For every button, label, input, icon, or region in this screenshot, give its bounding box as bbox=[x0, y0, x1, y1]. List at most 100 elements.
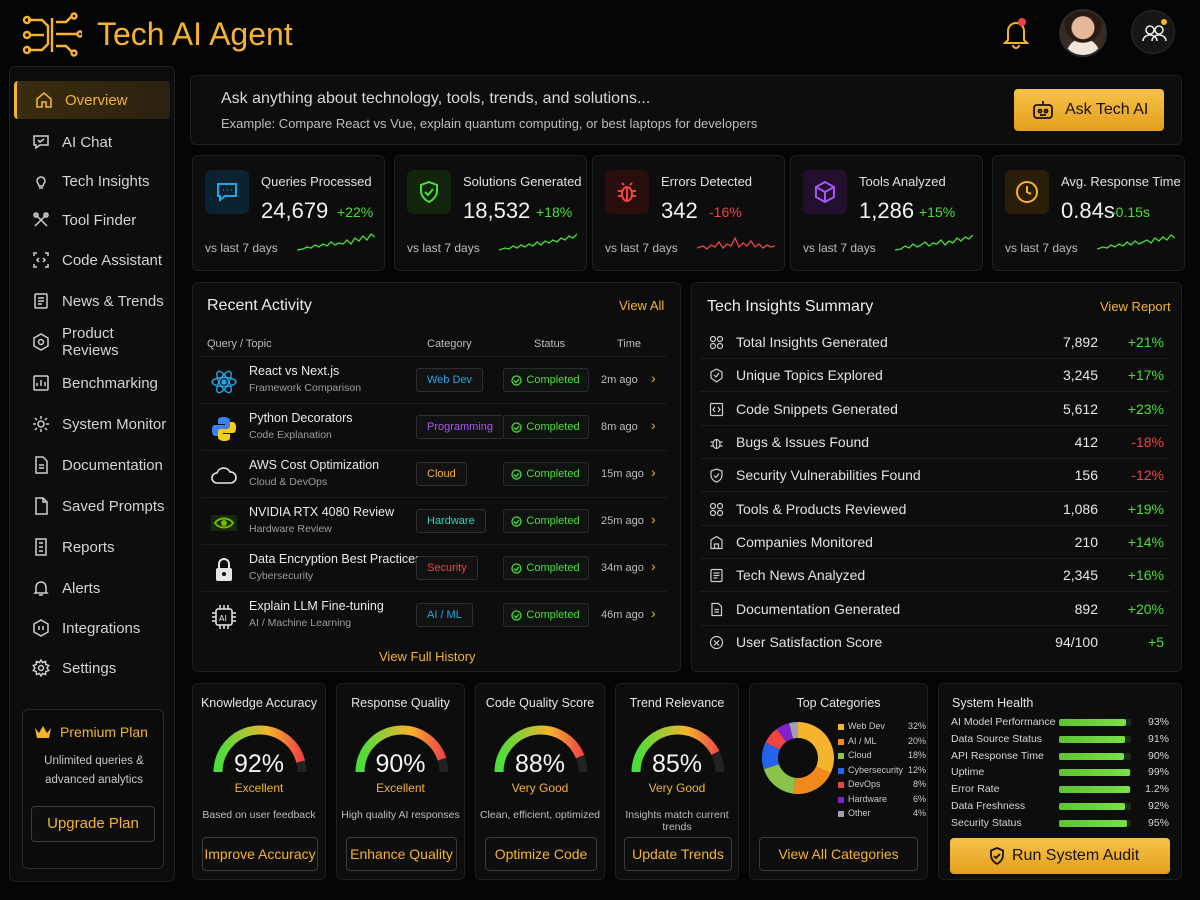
health-bar bbox=[1059, 735, 1131, 743]
sidebar-item-benchmarking[interactable]: Benchmarking bbox=[14, 364, 170, 402]
gauge-title: Knowledge Accuracy bbox=[200, 696, 318, 710]
chevron-right-icon[interactable]: › bbox=[651, 417, 656, 433]
stat-delta: +15% bbox=[919, 204, 956, 220]
sidebar-item-reports[interactable]: Reports bbox=[14, 528, 170, 566]
status-badge: Completed bbox=[503, 415, 589, 439]
category-badge: AI / ML bbox=[416, 603, 473, 627]
sidebar-item-overview[interactable]: Overview bbox=[14, 81, 170, 119]
legend-item: Web Dev 32% bbox=[838, 721, 926, 735]
premium-title: Premium Plan bbox=[60, 724, 148, 740]
ask-tech-ai-button[interactable]: Ask Tech AI bbox=[1014, 89, 1164, 131]
view-report-link[interactable]: View Report bbox=[1100, 299, 1171, 314]
sidebar-item-integrations[interactable]: Integrations bbox=[14, 609, 170, 647]
python-icon bbox=[212, 417, 236, 441]
sidebar-item-alerts[interactable]: Alerts bbox=[14, 569, 170, 607]
sidebar-item-label: Product Reviews bbox=[62, 325, 119, 359]
gauge-title: Code Quality Score bbox=[485, 696, 595, 710]
sidebar-item-news-trends[interactable]: News & Trends bbox=[14, 282, 170, 320]
chevron-right-icon[interactable]: › bbox=[651, 605, 656, 621]
svg-text:AI: AI bbox=[219, 614, 227, 623]
building-icon bbox=[710, 535, 723, 550]
sidebar-item-tool-finder[interactable]: Tool Finder bbox=[14, 201, 170, 239]
sidebar-item-label: Tool Finder bbox=[62, 211, 137, 229]
category-badge: Hardware bbox=[416, 509, 486, 533]
stat-delta: -0.15s bbox=[1111, 204, 1150, 220]
robot-icon bbox=[1033, 101, 1053, 119]
check-circle-icon bbox=[511, 375, 522, 386]
upgrade-plan-button[interactable]: Upgrade Plan bbox=[31, 806, 155, 842]
insight-label: Unique Topics Explored bbox=[736, 367, 883, 383]
stat-icon-box bbox=[803, 170, 847, 214]
stat-delta: -16% bbox=[709, 204, 742, 220]
chevron-right-icon[interactable]: › bbox=[651, 370, 656, 386]
sidebar-item-system-monitor[interactable]: System Monitor bbox=[14, 405, 170, 443]
insight-change: +5 bbox=[1148, 634, 1164, 650]
table-row[interactable]: Python Decorators Code Explanation Progr… bbox=[201, 403, 667, 450]
view-full-history-link[interactable]: View Full History bbox=[379, 649, 476, 664]
check-circle-icon bbox=[511, 516, 522, 527]
sidebar-item-settings[interactable]: Settings bbox=[14, 649, 170, 687]
health-bar bbox=[1059, 803, 1131, 810]
sidebar-item-saved-prompts[interactable]: Saved Prompts bbox=[14, 487, 170, 525]
legend-item: DevOps 8% bbox=[838, 779, 926, 793]
app-title: Tech AI Agent bbox=[97, 16, 293, 52]
table-row[interactable]: Data Encryption Best Practices Cybersecu… bbox=[201, 544, 667, 591]
legend-swatch bbox=[838, 796, 844, 803]
health-metric-name: AI Model Performance bbox=[951, 716, 1056, 728]
tools-icon bbox=[709, 502, 724, 517]
sidebar-item-label: Code Assistant bbox=[62, 251, 163, 269]
tech-insights-panel: Tech Insights Summary View Report Total … bbox=[691, 282, 1182, 672]
shield-check-icon bbox=[420, 180, 438, 204]
sidebar-item-code-assistant[interactable]: Code Assistant bbox=[14, 241, 170, 279]
optimize-code-button[interactable]: Optimize Code bbox=[485, 837, 597, 871]
insight-row: Bugs & Issues Found 412 -18% bbox=[700, 426, 1170, 459]
table-row[interactable]: React vs Next.js Framework Comparison We… bbox=[201, 356, 667, 403]
health-metric-name: Data Source Status bbox=[951, 732, 1043, 745]
insight-row: Code Snippets Generated 5,612 +23% bbox=[700, 393, 1170, 426]
run-system-audit-button[interactable]: Run System Audit bbox=[950, 838, 1170, 874]
table-row[interactable]: AI Explain LLM Fine-tuning AI / Machine … bbox=[201, 591, 667, 638]
row-time: 34m ago bbox=[601, 562, 644, 574]
update-trends-button[interactable]: Update Trends bbox=[624, 837, 732, 871]
sidebar-item-ai-chat[interactable]: AI Chat bbox=[14, 123, 170, 161]
sidebar-item-product-reviews[interactable]: Product Reviews bbox=[14, 323, 170, 361]
sidebar-item-label: Alerts bbox=[62, 579, 101, 597]
legend-label: Hardware bbox=[848, 793, 888, 804]
user-avatar[interactable] bbox=[1059, 9, 1107, 57]
health-bar-fill bbox=[1059, 819, 1128, 827]
insight-change: -18% bbox=[1131, 434, 1164, 450]
stat-card-queries: Queries Processed 24,679 +22% vs last 7 … bbox=[192, 155, 385, 271]
chevron-right-icon[interactable]: › bbox=[651, 511, 656, 527]
health-row: Data Source Status 91% bbox=[951, 732, 1169, 748]
sidebar-item-tech-insights[interactable]: Tech Insights bbox=[14, 162, 170, 200]
table-row[interactable]: NVIDIA RTX 4080 Review Hardware Review H… bbox=[201, 497, 667, 544]
table-row[interactable]: AWS Cost Optimization Cloud & DevOps Clo… bbox=[201, 450, 667, 497]
stat-value: 18,532 bbox=[463, 198, 531, 223]
home-icon bbox=[36, 91, 52, 108]
enhance-quality-button[interactable]: Enhance Quality bbox=[346, 837, 457, 871]
insight-label: User Satisfaction Score bbox=[736, 634, 883, 650]
ask-button-label: Ask Tech AI bbox=[1065, 101, 1149, 118]
team-button[interactable] bbox=[1131, 10, 1175, 54]
improve-accuracy-button[interactable]: Improve Accuracy bbox=[202, 837, 318, 871]
row-subtitle: Framework Comparison bbox=[249, 382, 362, 394]
stat-card-tools: Tools Analyzed 1,286 +15% vs last 7 days bbox=[790, 155, 983, 271]
stat-card-errors: Errors Detected 342 -16% vs last 7 days bbox=[592, 155, 785, 271]
legend-label: DevOps bbox=[848, 779, 881, 789]
ask-prompt-text[interactable]: Ask anything about technology, tools, tr… bbox=[221, 90, 651, 107]
health-bar bbox=[1059, 769, 1131, 777]
sidebar-item-documentation[interactable]: Documentation bbox=[14, 446, 170, 484]
view-all-link[interactable]: View All bbox=[619, 298, 665, 313]
chevron-right-icon[interactable]: › bbox=[651, 558, 656, 574]
stat-value: 342 bbox=[661, 198, 698, 223]
chevron-right-icon[interactable]: › bbox=[651, 464, 656, 480]
ask-bar[interactable]: Ask anything about technology, tools, tr… bbox=[190, 75, 1182, 145]
insight-value: 412 bbox=[1074, 434, 1098, 450]
notification-bell-icon[interactable] bbox=[1000, 16, 1032, 50]
view-all-categories-button[interactable]: View All Categories bbox=[759, 837, 918, 871]
category-badge: Cloud bbox=[416, 462, 467, 486]
system-health-title: System Health bbox=[952, 696, 1034, 710]
legend-swatch bbox=[838, 738, 844, 745]
stat-icon-box bbox=[1005, 170, 1049, 214]
gear-icon bbox=[32, 659, 50, 677]
